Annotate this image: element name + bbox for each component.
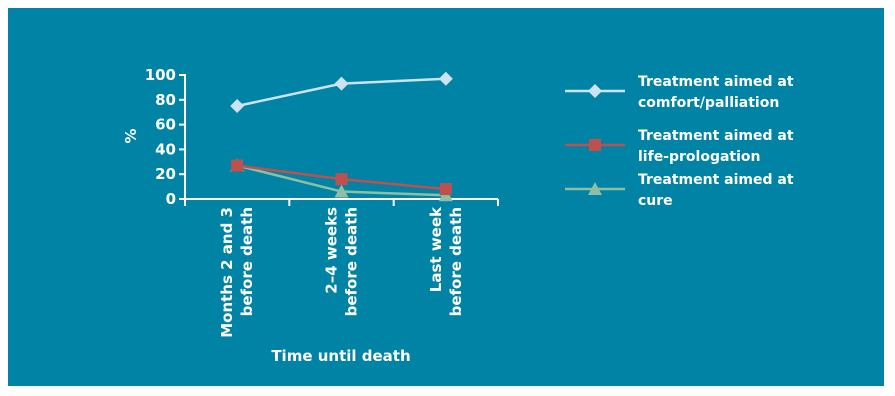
- legend-marker-2: [589, 139, 601, 151]
- legend-marker-3: [588, 182, 602, 195]
- data-point-3-2: [334, 184, 349, 198]
- x-axis-title: Time until death: [271, 347, 410, 365]
- y-tick-label: 40: [155, 140, 176, 158]
- y-tick-label: 80: [155, 91, 176, 109]
- data-point-1-3: [438, 71, 453, 86]
- legend-marker-1: [588, 84, 602, 98]
- x-tick-label: Months 2 and 3 before death: [218, 207, 256, 338]
- data-point-2-3: [439, 183, 452, 196]
- chart-panel: 0 20 40 60 80 100 Months 2 and 3 before death 2–…: [8, 8, 884, 386]
- y-tick-label: 100: [145, 66, 176, 84]
- y-axis-title: %: [122, 128, 140, 143]
- data-point-2-2: [335, 173, 348, 186]
- line-chart: 0 20 40 60 80 100 Months 2 and 3 before death 2–…: [122, 66, 794, 365]
- y-tick-label: 20: [155, 165, 176, 183]
- x-tick-label: Last week before death: [427, 206, 465, 316]
- x-tick-label: 2–4 weeks before death: [323, 207, 361, 316]
- legend-label-2: Treatment aimed at life-prologation: [638, 128, 794, 165]
- data-point-1-1: [230, 99, 245, 113]
- data-point-1-2: [334, 76, 349, 91]
- legend-label-1: Treatment aimed at comfort/palliation: [638, 74, 794, 111]
- y-tick-label: 60: [155, 116, 176, 134]
- data-point-2-1: [231, 159, 244, 172]
- y-tick-label: 0: [166, 190, 176, 208]
- legend-label-3: Treatment aimed at cure: [638, 172, 794, 209]
